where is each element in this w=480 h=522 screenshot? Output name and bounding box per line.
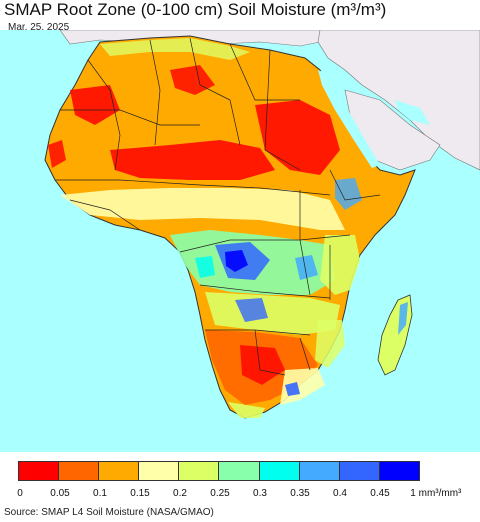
country-borders (55, 37, 381, 376)
map-date: Mar. 25, 2025 (8, 22, 70, 33)
dry-zone-morocco-coast (48, 140, 66, 168)
red-sea (318, 70, 380, 168)
congo-basin-core (225, 250, 248, 272)
legend-tick: 0.3 (253, 488, 267, 499)
legend-swatch-9 (379, 462, 419, 480)
legend-ticks: 0 0.05 0.1 0.15 0.2 0.25 0.3 0.35 0.4 0.… (0, 488, 480, 502)
legend-tick: 0.15 (130, 488, 150, 499)
angola-wet-patch (235, 298, 268, 322)
lake-region-wet (295, 255, 318, 280)
legend-swatch-0 (19, 462, 60, 480)
legend-tick: 0.4 (333, 488, 347, 499)
legend-swatch-6 (259, 462, 300, 480)
sahel-band (60, 188, 345, 230)
dry-zone-sahel (110, 140, 275, 180)
legend-tick: 0.35 (290, 488, 310, 499)
legend-swatch-8 (339, 462, 380, 480)
north-coast-strip (100, 38, 250, 60)
lesotho-wet (285, 382, 300, 396)
legend-tick: 1 (410, 488, 416, 499)
south-africa-east (280, 368, 325, 405)
source-credit: Source: SMAP L4 Soil Moisture (NASA/GMAO… (4, 507, 214, 518)
mozambique (315, 320, 345, 368)
madagascar-wet (398, 302, 408, 335)
legend-tick: 0 (17, 488, 23, 499)
legend-swatch-7 (299, 462, 340, 480)
gabon-wet (195, 256, 215, 278)
legend-swatch-2 (99, 462, 140, 480)
legend-tick: 0.05 (50, 488, 70, 499)
persian-gulf (395, 100, 430, 125)
soil-moisture-map (0, 30, 480, 452)
legend-swatch-1 (59, 462, 100, 480)
kalahari-red (240, 345, 285, 385)
legend-swatch-5 (219, 462, 260, 480)
legend-unit: mm³/mm³ (418, 488, 462, 499)
legend-swatch-4 (179, 462, 220, 480)
middle-east-landmass (317, 30, 480, 171)
legend-tick: 0.1 (93, 488, 107, 499)
legend-swatch-3 (139, 462, 180, 480)
map-title-text: SMAP Root Zone (0-100 cm) Soil Moisture … (4, 0, 387, 19)
cape-region (228, 402, 265, 418)
ethiopia-wet (335, 178, 362, 210)
legend-tick: 0.2 (173, 488, 187, 499)
legend-tick: 0.25 (210, 488, 230, 499)
legend-tick: 0.45 (370, 488, 390, 499)
dry-zone-algeria (170, 65, 215, 95)
map-title: SMAP Root Zone (0-100 cm) Soil Moisture … (4, 0, 386, 20)
dry-zone-west-sahara (70, 85, 120, 125)
color-legend (18, 461, 420, 481)
